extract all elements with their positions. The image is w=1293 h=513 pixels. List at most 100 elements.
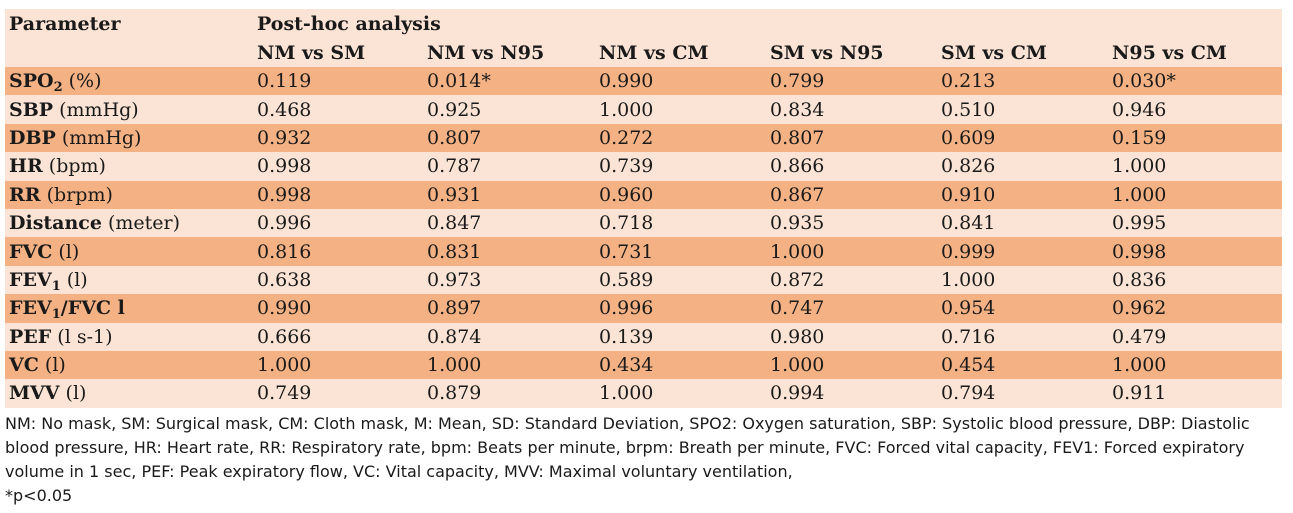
parameter-unit: (l) [52,240,80,263]
parameter-name: FEV [9,297,52,320]
value-cell: 1.000 [599,98,654,121]
value-cell: 0.030* [1112,70,1176,93]
value-cell: 0.960 [599,183,654,206]
parameter-name: SBP [9,98,54,121]
value-cell: 0.998 [1112,240,1167,263]
parameter-unit: (brpm) [40,183,113,206]
value-cell: 0.847 [427,212,482,235]
table-row: DBP (mmHg) 0.932 0.807 0.272 0.807 0.609 0.159 [5,123,1283,153]
value-cell: 0.996 [257,212,312,235]
value-cell: 0.749 [257,382,312,405]
value-cell: 0.272 [599,126,654,149]
parameter-name: FVC [9,240,53,263]
value-cell: 1.000 [1112,183,1167,206]
value-cell: 0.434 [599,354,654,377]
table-header: Parameter Post-hoc analysis NM vs SM NM … [5,9,1283,67]
significance-note: *p<0.05 [5,486,73,505]
parameter-cell: SBP (mmHg) [5,95,253,123]
value-cell: 0.119 [257,70,312,93]
table-row: HR (bpm) 0.998 0.787 0.739 0.866 0.826 1.000 [5,152,1283,181]
value-cell: 0.159 [1112,126,1167,149]
abbreviations-note: NM: No mask, SM: Surgical mask, CM: Clot… [5,414,1250,481]
header-row-2: NM vs SM NM vs N95 NM vs CM SM vs N95 SM… [5,38,1283,67]
parameter-name: RR [9,183,41,206]
parameter-cell: MVV (l) [5,379,253,407]
table-row: SPO2 (%) 0.119 0.014* 0.990 0.799 0.213 0.030* [5,67,1283,96]
value-cell: 0.946 [1112,98,1167,121]
value-cell: 0.973 [427,268,482,291]
parameter-subscript: 1 [51,307,61,323]
column-header: SM vs N95 [770,41,884,64]
parameter-name: DBP [9,126,56,149]
value-cell: 1.000 [1112,155,1167,178]
value-cell: 0.666 [257,325,312,348]
value-cell: 0.510 [941,98,996,121]
posthoc-table: Parameter Post-hoc analysis NM vs SM NM … [5,9,1283,408]
parameter-cell: DBP (mmHg) [5,124,253,152]
value-cell: 0.213 [941,70,996,93]
parameter-unit: (l s-1) [51,325,113,348]
parameter-name: MVV [9,382,60,405]
parameter-cell: RR (brpm) [5,181,253,209]
parameter-unit: (mmHg) [55,126,142,149]
parameter-name: VC [9,354,39,377]
value-cell: 0.996 [599,297,654,320]
table-row: MVV (l) 0.749 0.879 1.000 0.994 0.794 0.911 [5,379,1283,408]
value-cell: 0.807 [770,126,825,149]
value-cell: 0.874 [427,325,482,348]
parameter-name: FEV [9,268,52,291]
table-body: SPO2 (%) 0.119 0.014* 0.990 0.799 0.213 0.030*… [5,67,1283,408]
value-cell: 0.731 [599,240,654,263]
group-header: Post-hoc analysis [257,12,441,35]
value-cell: 0.866 [770,155,825,178]
value-cell: 0.739 [599,155,654,178]
value-cell: 0.794 [941,382,996,405]
value-cell: 0.831 [427,240,482,263]
value-cell: 1.000 [770,354,825,377]
value-cell: 0.980 [770,325,825,348]
parameter-cell: SPO2 (%) [5,67,253,95]
column-header: N95 vs CM [1112,41,1227,64]
value-cell: 0.897 [427,297,482,320]
column-header: NM vs SM [257,41,366,64]
parameter-cell: FEV1/FVC l [5,294,253,322]
parameter-unit: (%) [62,70,102,93]
value-cell: 0.962 [1112,297,1167,320]
parameter-name: HR [9,155,43,178]
value-cell: 0.716 [941,325,996,348]
value-cell: 0.911 [1112,382,1167,405]
value-cell: 0.609 [941,126,996,149]
parameter-unit: (bpm) [42,155,106,178]
parameter-subscript: 2 [53,80,63,96]
value-cell: 0.826 [941,155,996,178]
table-row: FVC (l) 0.816 0.831 0.731 1.000 0.999 0.998 [5,237,1283,266]
parameter-cell: VC (l) [5,351,253,379]
parameter-unit: (mmHg) [53,98,139,121]
value-cell: 1.000 [427,354,482,377]
column-header: NM vs CM [599,41,709,64]
value-cell: 0.807 [427,126,482,149]
value-cell: 0.925 [427,98,482,121]
table-footnote: NM: No mask, SM: Surgical mask, CM: Clot… [5,412,1287,508]
value-cell: 0.479 [1112,325,1167,348]
value-cell: 1.000 [257,354,312,377]
value-cell: 0.139 [599,325,654,348]
parameter-unit: (l) [60,268,88,291]
table-row: FEV1 (l) 0.638 0.973 0.589 0.872 1.000 0.836 [5,265,1283,295]
value-cell: 1.000 [599,382,654,405]
table-row: PEF (l s-1) 0.666 0.874 0.139 0.980 0.716 0.47… [5,322,1283,351]
value-cell: 0.834 [770,98,825,121]
value-cell: 0.990 [257,297,312,320]
value-cell: 1.000 [1112,354,1167,377]
column-header: SM vs CM [941,41,1047,64]
parameter-name-suffix: /FVC l [60,297,125,320]
value-cell: 0.638 [257,268,312,291]
parameter-subscript: 1 [51,278,61,294]
column-header: NM vs N95 [427,41,545,64]
value-cell: 0.872 [770,268,825,291]
parameter-header: Parameter [9,12,121,35]
parameter-cell: Distance (meter) [5,209,253,237]
value-cell: 0.747 [770,297,825,320]
value-cell: 1.000 [770,240,825,263]
table-row: RR (brpm) 0.998 0.931 0.960 0.867 0.910 1.000 [5,180,1283,209]
